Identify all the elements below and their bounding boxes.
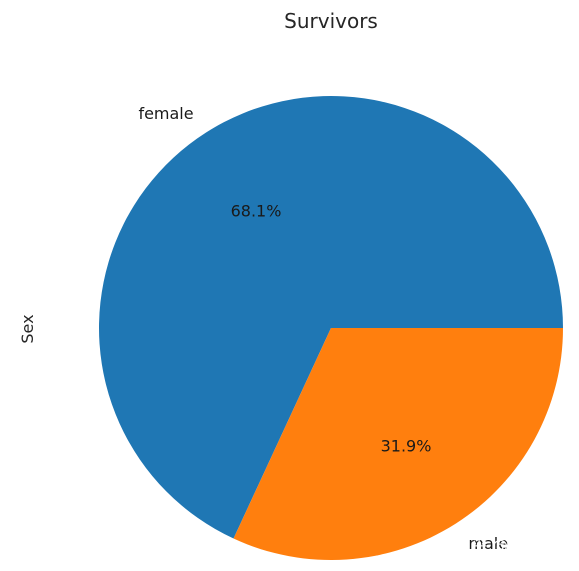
y-axis-label: Sex: [18, 314, 37, 343]
pie-labels: 68.1% female 31.9% male: [138, 104, 508, 553]
pct-label-female: 68.1%: [231, 202, 282, 221]
watermark-text: 知乎 @张陈亚: [455, 536, 556, 555]
slice-label-female: female: [138, 104, 193, 123]
pct-label-male: 31.9%: [381, 436, 432, 455]
pie-slice-male: [233, 328, 564, 561]
pie-slice-female: [99, 96, 564, 539]
chart-title: Survivors: [284, 9, 378, 33]
pie-slices: [99, 96, 564, 561]
slice-label-male: male: [468, 534, 508, 553]
